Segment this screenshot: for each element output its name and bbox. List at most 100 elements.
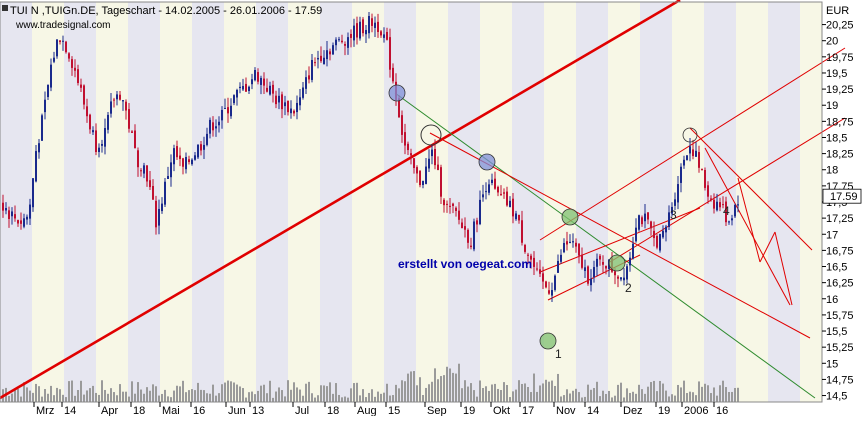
volume-bar	[227, 380, 229, 402]
volume-bar	[494, 383, 496, 402]
candle-body	[89, 114, 91, 130]
volume-bar	[422, 395, 424, 402]
volume-bar	[215, 395, 217, 402]
volume-bar	[77, 390, 79, 402]
volume-bar	[275, 391, 277, 402]
volume-bar	[158, 395, 160, 402]
candle-body	[260, 77, 262, 85]
volume-bar	[350, 388, 352, 402]
candle-body	[275, 95, 277, 105]
candle-body	[518, 214, 520, 221]
candle-body	[587, 266, 589, 284]
candle-body	[47, 84, 49, 98]
candle-body	[236, 89, 238, 98]
y-tick-label: 19,75	[826, 52, 854, 64]
candle-body	[647, 212, 649, 220]
candle-body	[401, 115, 403, 135]
volume-bar	[707, 385, 709, 402]
marker-circle-blue	[388, 84, 406, 102]
volume-bar	[278, 387, 280, 402]
volume-bar	[539, 385, 541, 402]
candle-body	[521, 220, 523, 243]
candle-body	[494, 178, 496, 189]
candle-body	[5, 208, 7, 211]
candle-body	[293, 110, 295, 114]
volume-bar	[167, 396, 169, 402]
candle-body	[413, 158, 415, 168]
volume-bar	[110, 388, 112, 402]
candle-body	[263, 78, 265, 86]
candle-body	[560, 254, 562, 262]
candle-body	[239, 86, 241, 89]
volume-bar	[356, 382, 358, 402]
volume-bar	[179, 386, 181, 402]
volume-bar	[611, 397, 613, 402]
volume-bar	[713, 387, 715, 402]
volume-bar	[410, 371, 412, 402]
candle-body	[173, 148, 175, 165]
volume-bar	[548, 381, 550, 402]
candle-body	[326, 50, 328, 60]
background-stripe	[576, 2, 608, 402]
candle-body	[29, 204, 31, 219]
volume-bar	[176, 385, 178, 402]
volume-bar	[281, 390, 283, 402]
candle-body	[317, 57, 319, 60]
candle-body	[530, 255, 532, 260]
candle-body	[632, 243, 634, 259]
candle-body	[248, 86, 250, 92]
volume-bar	[98, 394, 100, 402]
volume-bar	[716, 395, 718, 402]
candle-body	[68, 53, 70, 59]
candle-body	[398, 98, 400, 118]
volume-bar	[593, 388, 595, 402]
volume-bar	[659, 380, 661, 402]
volume-bar	[23, 382, 25, 402]
volume-bar	[182, 380, 184, 402]
candle-body	[467, 229, 469, 243]
candle-body	[20, 220, 22, 224]
projection-leg-2	[759, 231, 776, 263]
candle-body	[224, 108, 226, 110]
background-stripe	[256, 2, 288, 402]
candle-body	[233, 95, 235, 104]
candle-body	[539, 269, 541, 274]
volume-bar	[434, 368, 436, 402]
candle-body	[218, 121, 220, 126]
candle-body	[266, 87, 268, 92]
volume-bar	[134, 393, 136, 402]
projection-lower-edge	[704, 147, 791, 306]
candle-body	[230, 105, 232, 117]
candle-body	[155, 200, 157, 228]
background-stripe	[512, 2, 544, 402]
candle-body	[353, 25, 355, 41]
volume-bar	[341, 397, 343, 402]
volume-bar	[236, 384, 238, 402]
volume-bar	[137, 382, 139, 402]
y-tick-label: 14,5	[826, 391, 847, 403]
candle-body	[689, 146, 691, 154]
candle-body	[38, 143, 40, 153]
volume-bar	[617, 384, 619, 402]
volume-bar	[92, 385, 94, 402]
volume-bar	[467, 386, 469, 402]
volume-bar	[719, 385, 721, 402]
volume-bar	[323, 385, 325, 402]
candle-body	[206, 133, 208, 145]
candle-body	[191, 159, 193, 165]
volume-bar	[41, 396, 43, 402]
candle-body	[596, 258, 598, 267]
candle-body	[299, 97, 301, 106]
candle-body	[158, 208, 160, 226]
candle-body	[62, 40, 64, 42]
volume-bar	[8, 395, 10, 402]
volume-bar	[35, 383, 37, 402]
marker-circle-outline	[682, 127, 698, 143]
candle-body	[431, 149, 433, 157]
background-stripe	[736, 2, 768, 402]
candle-body	[662, 230, 664, 238]
background-stripe	[128, 2, 160, 402]
candle-body	[110, 101, 112, 114]
candle-body	[563, 242, 565, 253]
volume-bar	[239, 386, 241, 402]
